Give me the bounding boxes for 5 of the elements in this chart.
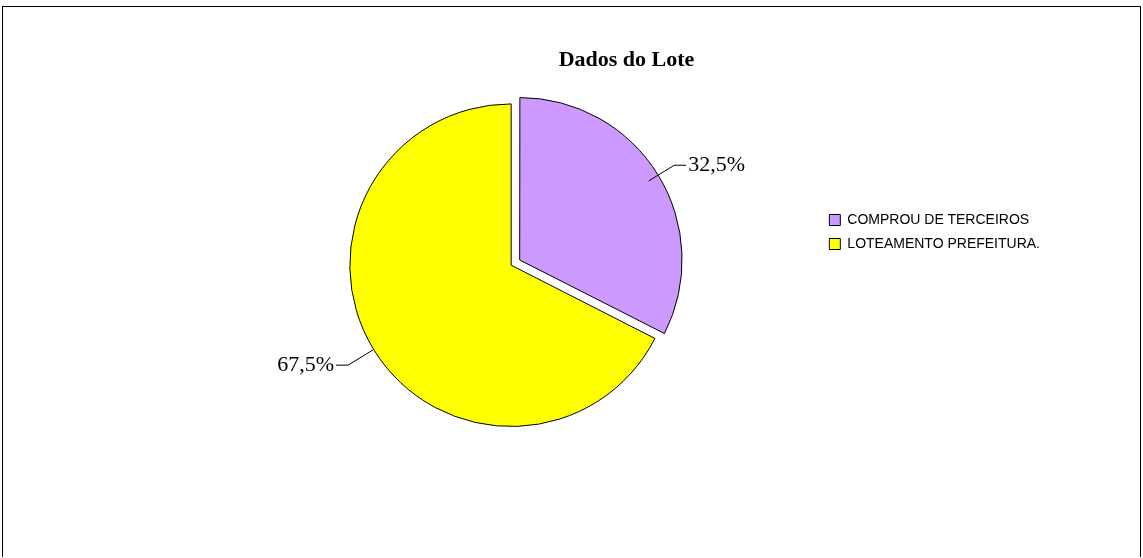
chart-title: Dados do Lote [558, 45, 695, 71]
data-label: 67,5% [277, 350, 335, 376]
legend-label: LOTEAMENTO PREFEITURA. [847, 234, 1041, 251]
data-label: 32,5% [688, 151, 746, 177]
legend-label: COMPROU DE TERCEIROS [847, 210, 1030, 227]
